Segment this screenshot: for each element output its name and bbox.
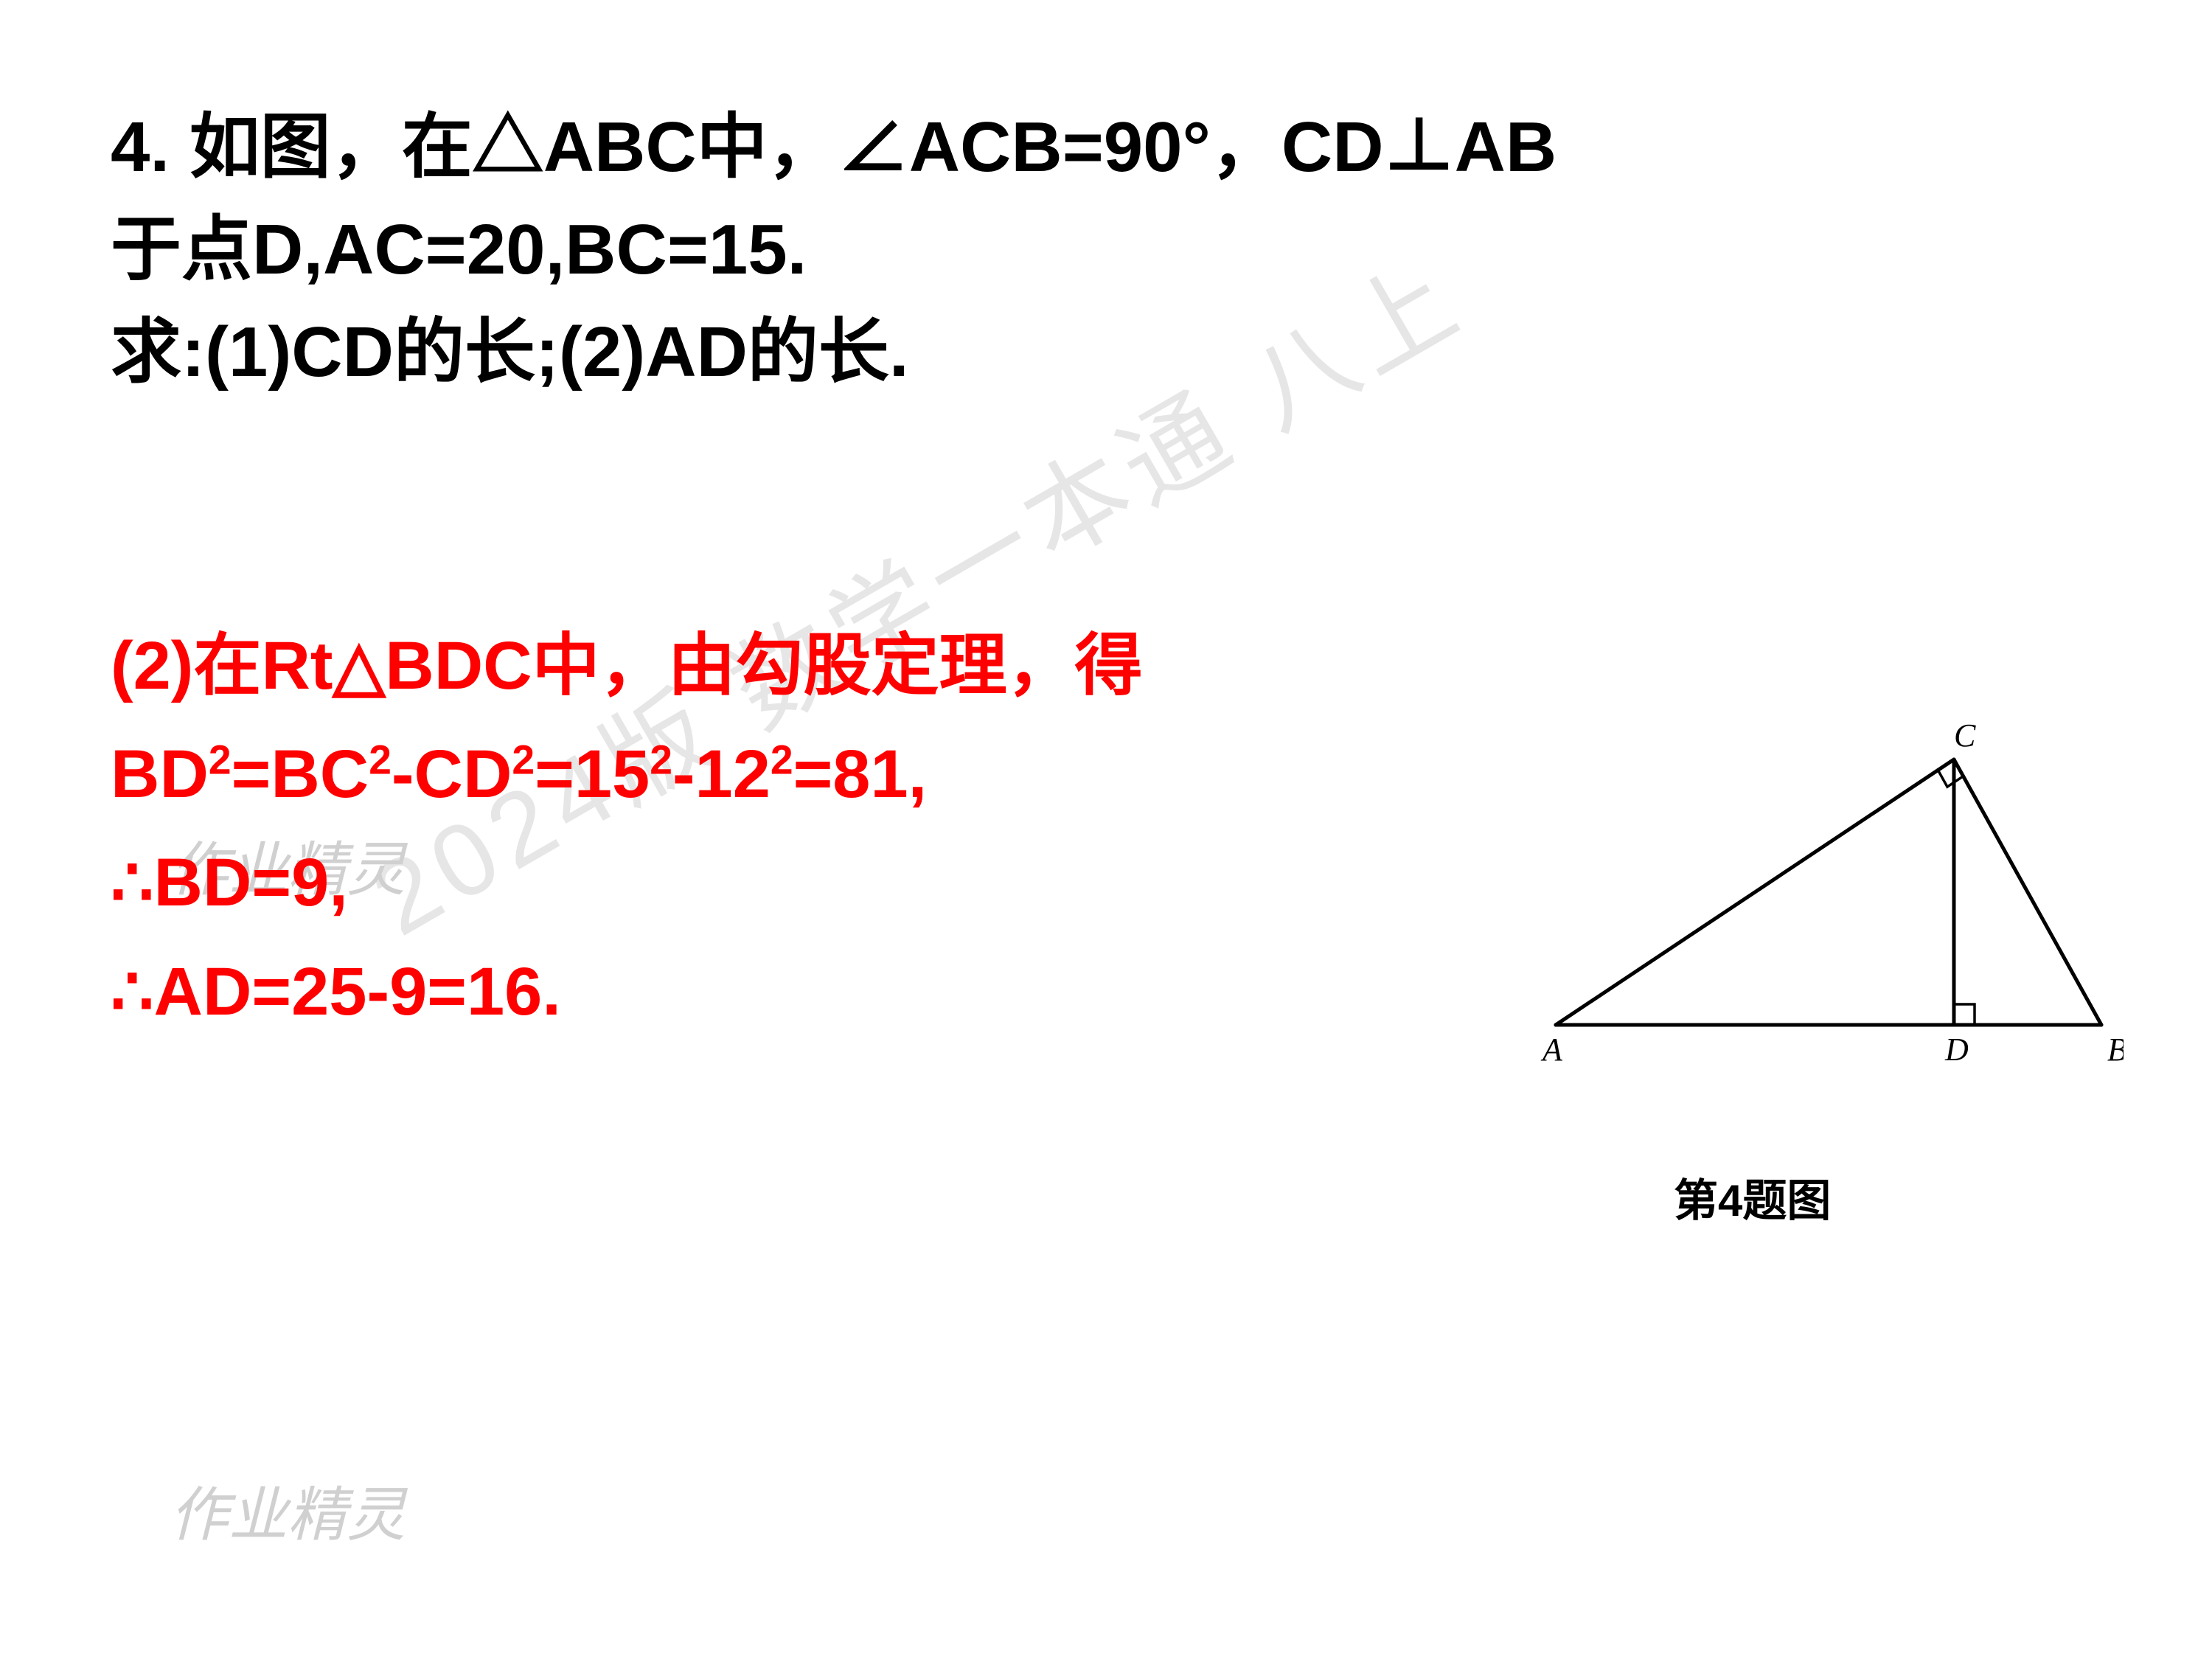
problem-line-3: 求:(1)CD的长;(2)AD的长. — [111, 301, 2101, 403]
svg-text:B: B — [2107, 1032, 2124, 1068]
svg-text:C: C — [1954, 717, 1976, 754]
triangle-figure: A B C D — [1534, 708, 2124, 1091]
svg-text:A: A — [1540, 1032, 1563, 1068]
solution-line-3: ∴BD=9, — [111, 829, 1512, 937]
problem-statement: 4. 如图，在△ABC中，∠ACB=90°，CD⊥AB 于点D,AC=20,BC… — [111, 96, 2101, 404]
solution-line-2: BD2=BC2-CD2=152-122=81, — [111, 720, 1512, 829]
svg-text:D: D — [1944, 1032, 1969, 1068]
figure-caption: 第4题图 — [1674, 1165, 1831, 1229]
solution-line-4: ∴AD=25-9=16. — [111, 938, 1512, 1046]
problem-line-1: 4. 如图，在△ABC中，∠ACB=90°，CD⊥AB — [111, 96, 2101, 198]
solution-line-1: (2)在Rt△BDC中，由勾股定理，得 — [111, 612, 1512, 720]
problem-line-2: 于点D,AC=20,BC=15. — [111, 198, 2101, 301]
solution-block: (2)在Rt△BDC中，由勾股定理，得 BD2=BC2-CD2=152-122=… — [111, 612, 1512, 1046]
watermark-small-2: 作业精灵 — [170, 1467, 406, 1553]
